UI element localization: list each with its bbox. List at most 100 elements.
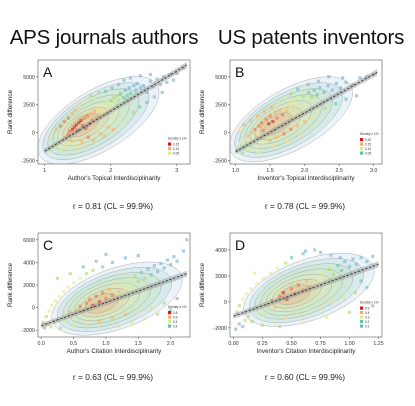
data-point — [237, 144, 241, 148]
legend-entry: 0.2 — [365, 320, 370, 324]
legend-entry: 0.10 — [173, 147, 179, 151]
data-point — [155, 77, 159, 81]
data-point — [273, 305, 277, 309]
data-point — [274, 110, 278, 115]
data-point — [101, 265, 105, 269]
data-point — [267, 122, 271, 126]
data-point — [281, 291, 285, 295]
legend-swatch — [360, 142, 364, 146]
data-point — [143, 276, 147, 280]
data-point — [64, 144, 68, 148]
correlation-label-d: r = 0.60 (CL = 99.9%) — [264, 372, 346, 382]
data-point — [85, 97, 89, 101]
data-point — [326, 84, 330, 88]
data-point — [241, 297, 245, 301]
data-point — [68, 272, 72, 276]
data-point — [55, 276, 60, 280]
data-point — [71, 281, 76, 285]
data-point — [110, 103, 114, 107]
legend-entry: 0.15 — [173, 142, 179, 146]
data-point — [285, 109, 289, 114]
data-point — [136, 309, 140, 313]
data-point — [295, 313, 299, 317]
data-point — [70, 112, 74, 116]
data-point — [47, 309, 51, 313]
data-point — [118, 121, 122, 125]
data-point — [282, 105, 286, 109]
chart-svg-a: -2500 0 2500 5000 1 2 3 A Density x 10³0.150.100… — [7, 59, 191, 182]
data-point — [254, 135, 258, 139]
data-point — [72, 142, 76, 146]
panel-label: C — [43, 237, 53, 253]
data-point — [79, 118, 83, 122]
legend-swatch — [360, 147, 364, 151]
x-tick-label: 0.50 — [286, 341, 296, 347]
data-point — [97, 90, 101, 95]
data-point — [85, 114, 90, 118]
data-point — [313, 275, 317, 279]
data-point — [250, 131, 254, 135]
data-point — [309, 115, 314, 119]
data-point — [149, 273, 153, 277]
data-point — [138, 86, 143, 90]
data-point — [97, 113, 101, 117]
x-tick-label: 0.25 — [257, 341, 267, 347]
data-point — [159, 261, 163, 266]
legend-entry: 0.4 — [173, 320, 178, 324]
y-tick-label: -2000 — [21, 328, 35, 334]
data-point — [76, 145, 80, 149]
data-point — [246, 314, 251, 318]
legend-swatch — [360, 320, 364, 324]
data-point — [81, 100, 85, 105]
data-point — [282, 132, 286, 136]
legend-entry: 0.05 — [365, 151, 371, 155]
x-axis-label: Inventor's Topical Interdisciplinarity — [258, 175, 356, 182]
data-point — [320, 271, 324, 275]
data-point — [253, 127, 257, 131]
chart-svg-d: -2000 0 2000 4000 0.00 0.25 0.50 0.75 1.00 1.25 D D… — [199, 232, 384, 355]
data-point — [342, 296, 346, 300]
data-point — [309, 95, 314, 99]
data-point — [331, 273, 335, 277]
data-point — [329, 253, 333, 257]
data-point — [318, 86, 322, 90]
data-point — [42, 326, 47, 330]
legend-swatch — [168, 147, 172, 151]
legend-swatch — [360, 151, 364, 155]
data-point — [365, 260, 369, 264]
data-point — [359, 279, 363, 283]
panel-label: D — [235, 237, 245, 253]
data-point — [285, 140, 289, 144]
data-point — [102, 134, 106, 138]
y-tick-label: 6000 — [23, 238, 35, 244]
correlation-label-b: r = 0.78 (CL = 99.9%) — [264, 201, 346, 211]
data-point — [301, 94, 305, 98]
legend-swatch — [168, 320, 172, 324]
legend-title: Density x 10³ — [360, 132, 379, 136]
fit-line — [41, 273, 187, 327]
x-tick-label: 1.0 — [232, 168, 239, 174]
legend-entry: 0.10 — [365, 147, 371, 151]
data-point — [71, 324, 76, 328]
data-point — [156, 269, 160, 274]
data-point — [240, 151, 245, 155]
data-point — [148, 72, 152, 77]
data-point — [114, 100, 118, 105]
data-point — [54, 127, 59, 131]
data-point — [97, 300, 102, 304]
data-point — [94, 259, 98, 263]
legend-entry: 0.05 — [173, 151, 179, 155]
data-point — [296, 87, 300, 91]
data-point — [130, 321, 134, 326]
y-tick-label: 4000 — [215, 248, 227, 254]
data-point — [84, 321, 89, 326]
data-point — [171, 78, 176, 82]
fit-line — [233, 263, 379, 317]
data-point — [301, 321, 305, 325]
data-point — [272, 321, 276, 325]
legend-swatch — [168, 311, 172, 315]
data-point — [158, 83, 162, 87]
data-point — [126, 277, 131, 281]
data-point — [128, 91, 133, 96]
data-point — [284, 261, 288, 265]
